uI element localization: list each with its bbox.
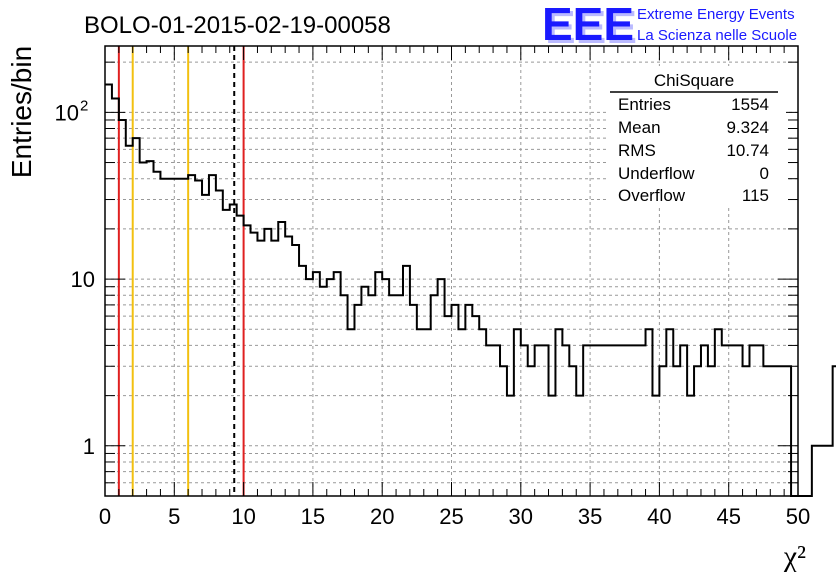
stats-box-background — [608, 66, 786, 208]
x-tick-label: 30 — [509, 504, 533, 529]
stats-box: ChiSquare Entries 1554 Mean 9.324 RMS 10… — [608, 66, 786, 208]
x-tick-label: 0 — [99, 504, 111, 529]
logo-line1: Extreme Energy Events — [637, 6, 795, 23]
stats-row-overflow: Overflow 115 — [618, 186, 769, 205]
stats-label-overflow: Overflow — [618, 186, 686, 205]
x-tick-label: 45 — [716, 504, 740, 529]
y-axis-label: Entries/bin — [6, 46, 37, 178]
x-tick-labels: 0 5 10 15 20 25 30 35 40 45 50 — [99, 504, 810, 529]
y-tick-label: 1 — [83, 434, 95, 459]
stats-row-entries: Entries 1554 — [618, 95, 769, 114]
stats-label-rms: RMS — [618, 141, 656, 160]
x-tick-label: 25 — [439, 504, 463, 529]
stats-label-underflow: Underflow — [618, 164, 695, 183]
logo-text: EEE — [542, 0, 634, 50]
stats-value-underflow: 0 — [760, 164, 769, 183]
y-tick-label: 10 — [71, 267, 95, 292]
stats-value-overflow: 115 — [742, 186, 769, 205]
axis-ticks — [104, 46, 799, 496]
y-tick-label: 10 — [55, 100, 79, 125]
stats-value-rms: 10.74 — [726, 141, 769, 160]
stats-row-mean: Mean 9.324 — [618, 118, 769, 137]
stats-value-mean: 9.324 — [726, 118, 769, 137]
x-tick-label: 10 — [231, 504, 255, 529]
x-tick-label: 35 — [578, 504, 602, 529]
x-axis-label: χ² — [783, 540, 806, 572]
logo-shadow: EEE — [545, 1, 637, 53]
x-tick-label: 5 — [168, 504, 180, 529]
stats-value-entries: 1554 — [731, 95, 769, 114]
stats-row-underflow: Underflow 0 — [618, 164, 769, 183]
x-tick-label: 20 — [370, 504, 394, 529]
y-tick-label-exponent: 2 — [80, 97, 88, 114]
stats-label-entries: Entries — [618, 95, 671, 114]
reference-lines — [117, 46, 245, 496]
histogram-series — [105, 83, 836, 497]
logo-line2: La Scienza nelle Scuole — [637, 27, 797, 44]
stats-label-mean: Mean — [618, 118, 661, 137]
x-tick-label: 15 — [301, 504, 325, 529]
stats-row-rms: RMS 10.74 — [618, 141, 769, 160]
eee-logo: EEE EEE Extreme Energy Events La Scienza… — [542, 0, 797, 53]
stats-box-name: ChiSquare — [654, 71, 734, 90]
x-tick-label: 50 — [786, 504, 810, 529]
x-tick-label: 40 — [647, 504, 671, 529]
chart-title: BOLO-01-2015-02-19-00058 — [84, 12, 391, 39]
